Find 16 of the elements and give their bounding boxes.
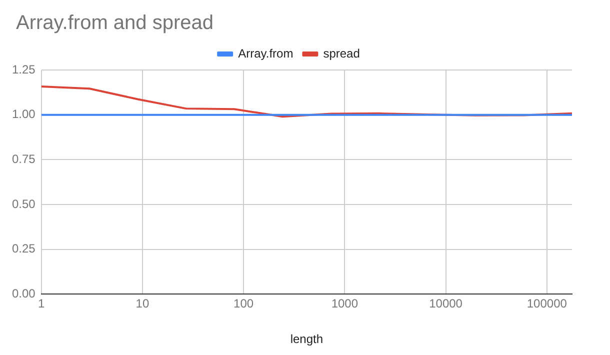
y-tick-label: 0.50 xyxy=(12,196,36,211)
y-tick-label: 0.00 xyxy=(12,286,36,301)
x-tick-label: 10000 xyxy=(429,296,463,311)
x-axis-title: length xyxy=(290,332,324,346)
y-tick-label: 1.00 xyxy=(12,107,36,122)
x-tick-label: 100 xyxy=(234,296,254,311)
legend-label: spread xyxy=(323,46,360,60)
x-tick-label: 100000 xyxy=(526,296,568,311)
chart-title: Array.from and spread xyxy=(16,12,214,35)
x-tick-label: 1000 xyxy=(331,296,358,311)
x-tick-label: 10 xyxy=(136,296,150,311)
legend-label: Array.from xyxy=(238,46,294,60)
x-tick-label: 1 xyxy=(38,296,46,311)
y-tick-label: 1.25 xyxy=(12,62,36,76)
y-tick-label: 0.75 xyxy=(12,152,36,166)
y-tick-label: 0.25 xyxy=(12,242,36,256)
